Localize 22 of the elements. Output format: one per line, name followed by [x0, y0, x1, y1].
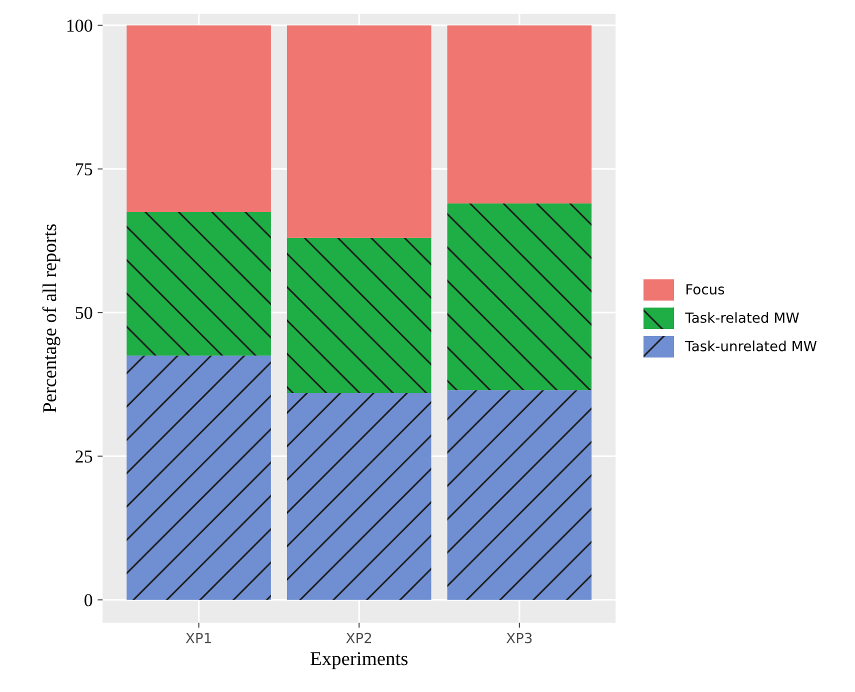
bar: [126, 356, 271, 600]
y-axis-title: Percentage of all reports: [42, 224, 60, 413]
y-tick-label: 0: [84, 594, 92, 606]
bar: [286, 393, 432, 600]
bar: [126, 212, 271, 356]
bar: [126, 25, 271, 212]
legend-label: Task-related MW: [685, 312, 799, 323]
legend-label: Focus: [686, 284, 724, 295]
y-tick-label: 25: [76, 450, 92, 463]
legend-label: Task-unrelated MW: [685, 340, 817, 352]
y-tick-label: 75: [76, 163, 92, 176]
x-tick-label: XP1: [186, 632, 211, 644]
x-tick-label: XP2: [346, 632, 372, 644]
bar: [286, 25, 432, 238]
bar: [447, 390, 592, 600]
y-tick-label: 50: [76, 306, 92, 320]
bar: [447, 25, 592, 204]
bar: [447, 203, 592, 390]
y-tick-label: 100: [67, 20, 92, 32]
x-tick-label: XP3: [506, 632, 532, 644]
bar: [286, 238, 432, 394]
x-axis-title: Experiments: [310, 652, 408, 670]
